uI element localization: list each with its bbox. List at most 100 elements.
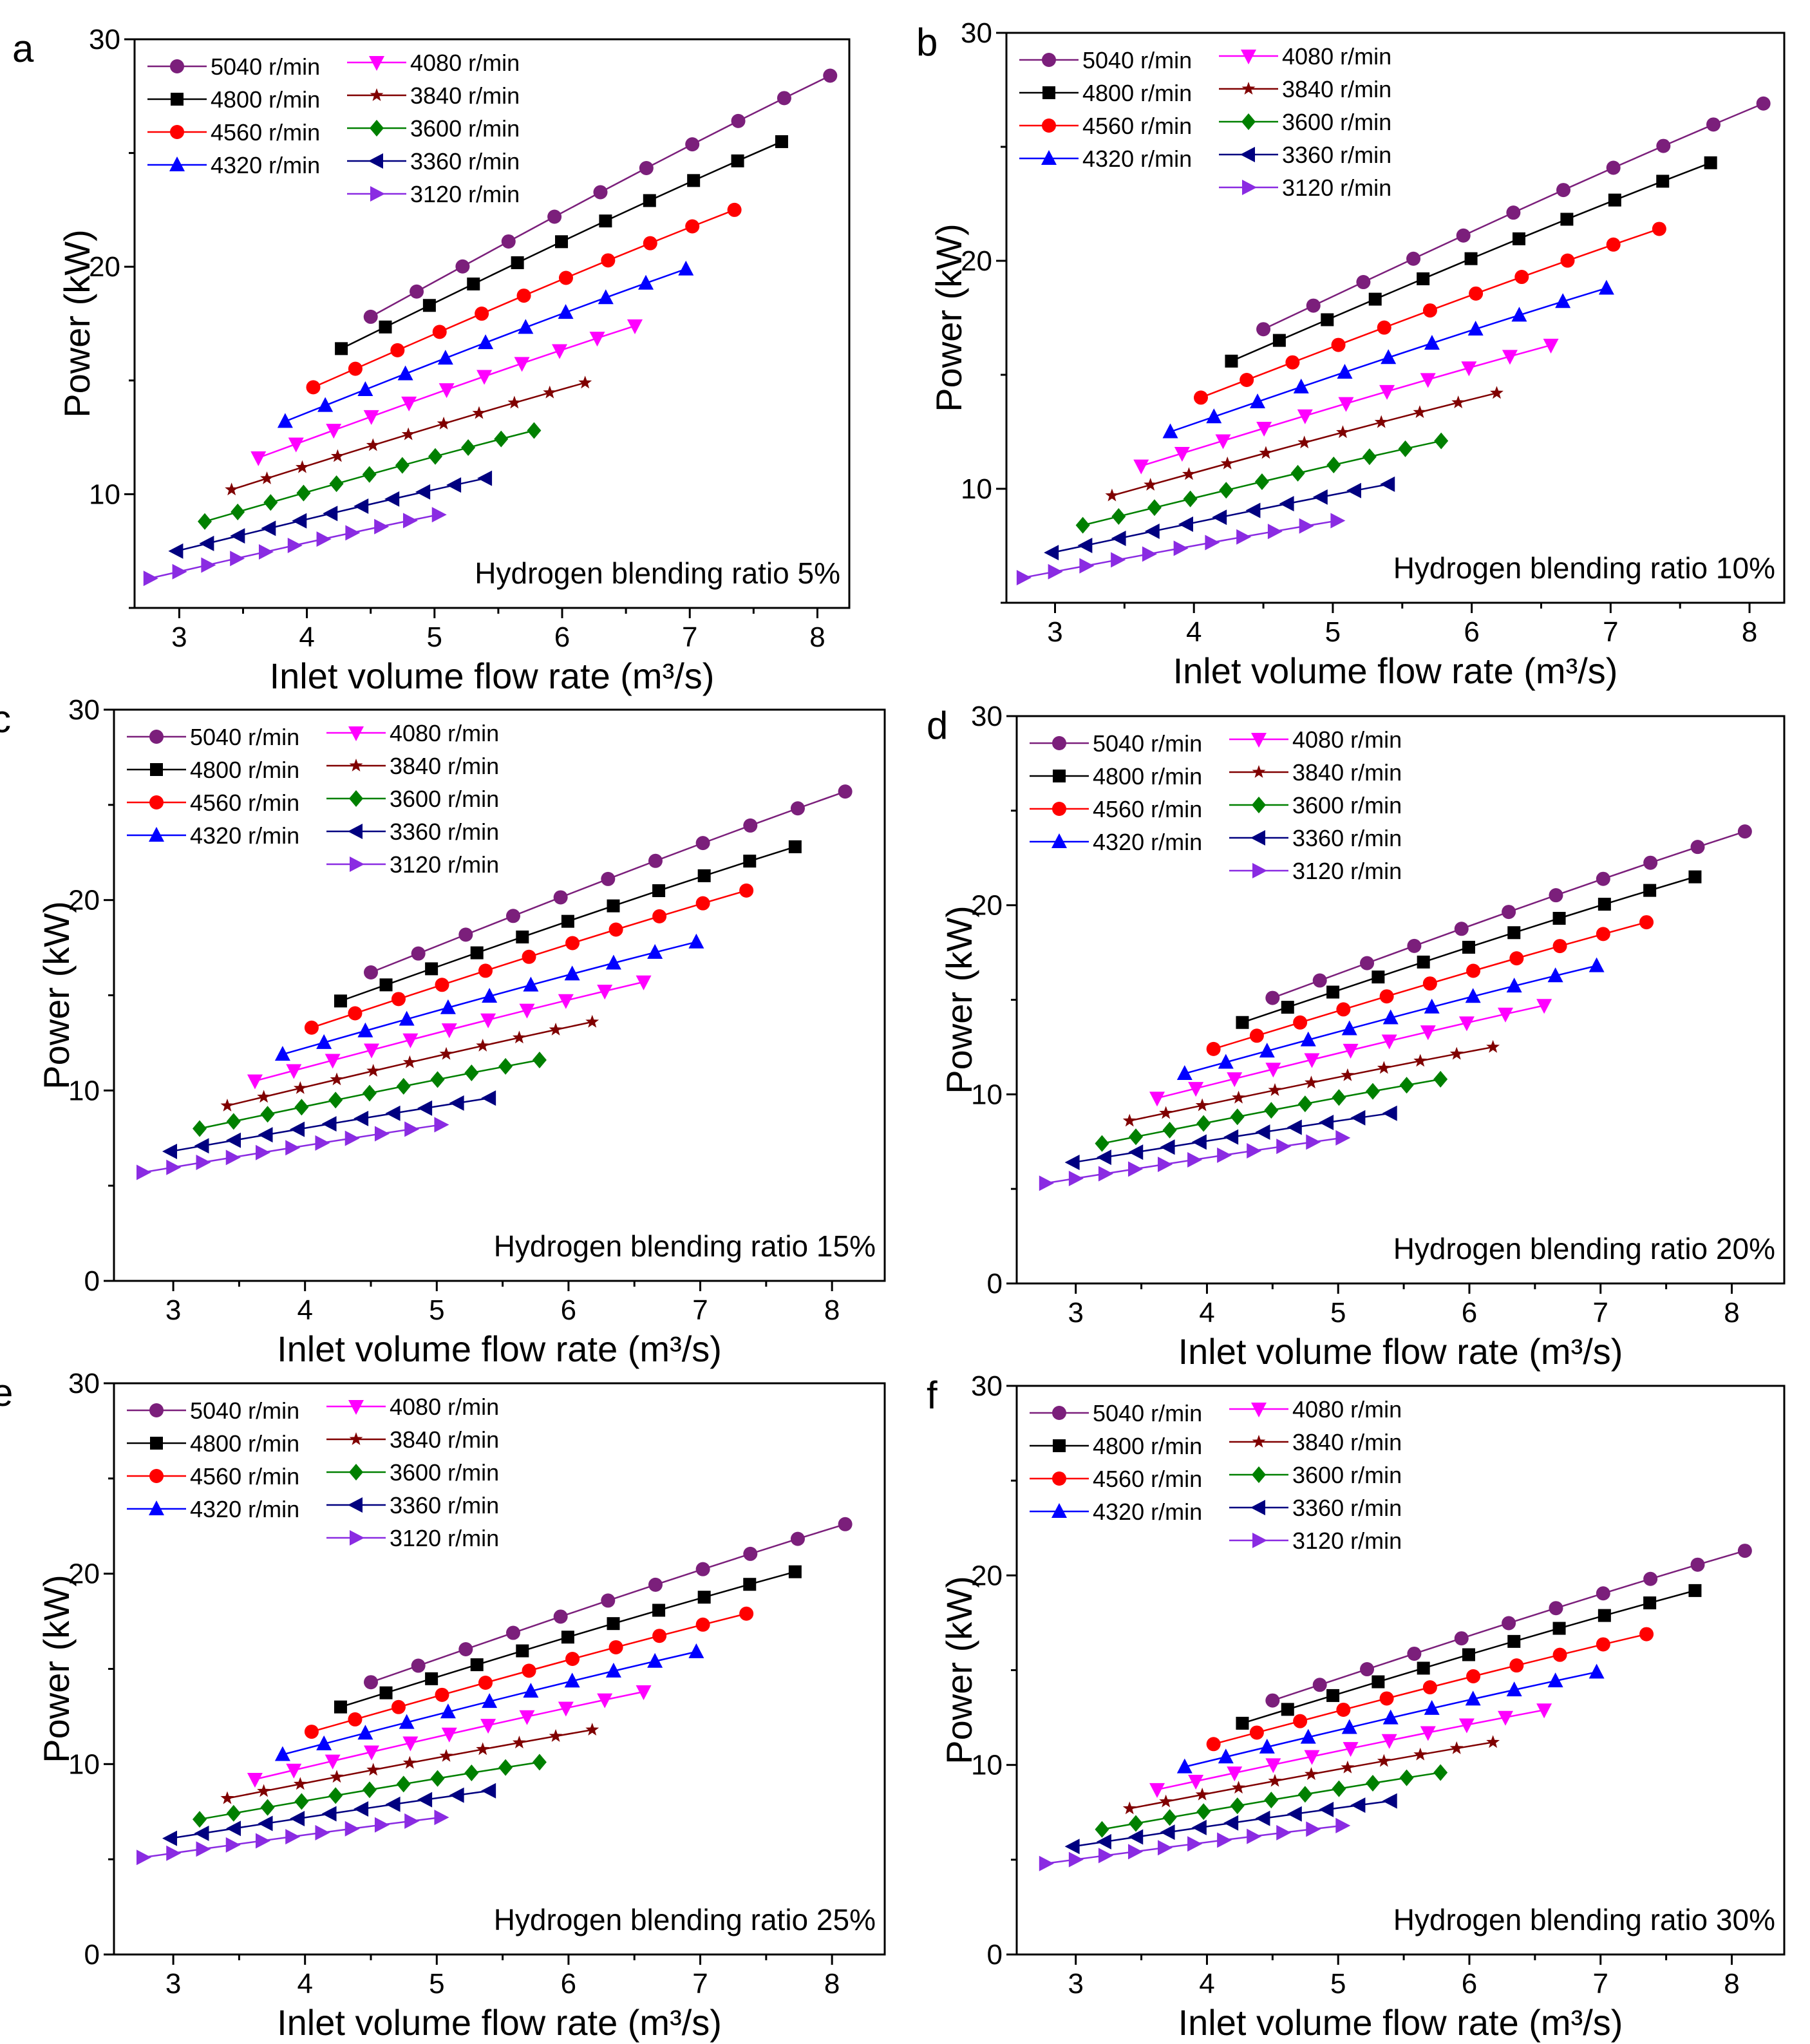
data-point: [1129, 1815, 1144, 1832]
data-point: [598, 289, 614, 305]
data-point: [449, 1095, 464, 1111]
data-point: [1096, 1833, 1111, 1850]
x-tick-label: 6: [554, 621, 570, 653]
legend-marker: [369, 56, 384, 71]
data-point: [1259, 446, 1273, 459]
series-5040: [364, 1517, 853, 1690]
data-point: [1304, 1075, 1318, 1089]
data-point: [1048, 563, 1063, 580]
data-point: [1536, 1703, 1552, 1719]
data-point: [258, 1127, 273, 1143]
data-point: [172, 563, 187, 580]
panel-letter: e: [0, 1371, 13, 1414]
series-3120: [137, 1117, 449, 1180]
legend-marker: [149, 795, 164, 809]
data-point: [648, 853, 663, 868]
series-3840: [220, 1014, 599, 1112]
data-point: [162, 1830, 177, 1846]
data-point: [647, 1652, 663, 1668]
legend-item: 4320 r/min: [127, 822, 299, 849]
data-point: [354, 498, 369, 514]
y-tick-label: 20: [68, 885, 100, 916]
series-4560: [306, 202, 742, 395]
data-point: [1596, 927, 1610, 942]
data-point: [402, 1033, 419, 1048]
data-point: [415, 484, 431, 500]
data-point: [1362, 448, 1377, 466]
legend-marker: [1041, 150, 1057, 165]
data-point: [1187, 1836, 1203, 1852]
legend-marker: [1053, 1439, 1066, 1452]
legend-label: 4080 r/min: [1292, 726, 1402, 753]
data-point: [1507, 926, 1521, 940]
data-point: [1096, 1150, 1111, 1166]
legend-item: 4800 r/min: [127, 757, 299, 783]
series-4560: [1194, 222, 1666, 405]
data-point: [432, 325, 447, 339]
y-axis-label: Power (kW): [36, 1575, 77, 1763]
data-point: [1255, 1810, 1270, 1826]
x-tick-label: 6: [1462, 1968, 1477, 2000]
x-tick-label: 8: [1742, 616, 1757, 648]
data-point: [1506, 205, 1521, 220]
series-3840: [1105, 386, 1504, 502]
legend-marker: [1252, 765, 1266, 778]
data-point: [1639, 915, 1654, 930]
legend-label: 4320 r/min: [211, 152, 320, 178]
data-point: [1380, 476, 1395, 492]
data-point: [1064, 1839, 1080, 1855]
data-point: [430, 1071, 445, 1088]
data-point: [1502, 350, 1518, 365]
y-tick-label: 20: [961, 245, 992, 277]
series-4800: [335, 135, 788, 355]
legend-item: 4320 r/min: [1030, 829, 1202, 855]
series-4800: [1225, 156, 1717, 368]
data-point: [480, 1013, 496, 1028]
data-point: [1159, 1794, 1173, 1808]
data-point: [404, 1813, 420, 1829]
data-point: [385, 1796, 401, 1812]
data-point: [1454, 1631, 1469, 1646]
data-point: [552, 344, 568, 359]
data-point: [196, 1155, 211, 1171]
legend-marker: [1052, 736, 1066, 750]
data-point: [1098, 1166, 1113, 1182]
data-point: [315, 1135, 330, 1151]
data-point: [441, 1023, 457, 1039]
data-point: [345, 525, 361, 541]
data-point: [328, 1092, 343, 1109]
data-point: [558, 994, 574, 1009]
legend-marker: [1052, 1406, 1066, 1420]
data-point: [838, 1517, 853, 1531]
data-point: [1413, 1747, 1428, 1761]
data-point: [1420, 373, 1436, 388]
data-point: [344, 1821, 360, 1837]
y-tick-label: 10: [961, 473, 992, 505]
legend-marker: [150, 763, 163, 776]
data-point: [315, 1824, 330, 1841]
legend-label: 3120 r/min: [390, 1525, 499, 1551]
legend: 5040 r/min 4800 r/min 4560 r/min 4320 r/min…: [1030, 726, 1402, 884]
data-point: [1196, 1803, 1211, 1821]
data-point: [304, 1725, 319, 1739]
data-point: [1417, 1661, 1430, 1675]
data-point: [440, 1703, 456, 1719]
data-point: [643, 194, 656, 207]
data-point: [1547, 967, 1563, 983]
data-point: [1290, 464, 1305, 482]
data-point: [425, 962, 438, 976]
data-point: [1111, 530, 1126, 546]
legend-marker: [1052, 1471, 1066, 1486]
data-point: [1149, 1783, 1165, 1798]
data-point: [330, 449, 344, 462]
data-point: [226, 1821, 241, 1837]
data-point: [697, 1591, 711, 1604]
data-point: [316, 1735, 332, 1750]
data-point: [605, 1662, 621, 1678]
data-point: [564, 965, 580, 981]
data-point: [743, 818, 758, 833]
y-tick-label: 30: [971, 1370, 1003, 1402]
data-point: [1366, 1775, 1381, 1792]
series-4080: [247, 1685, 652, 1788]
data-point: [1368, 292, 1382, 306]
